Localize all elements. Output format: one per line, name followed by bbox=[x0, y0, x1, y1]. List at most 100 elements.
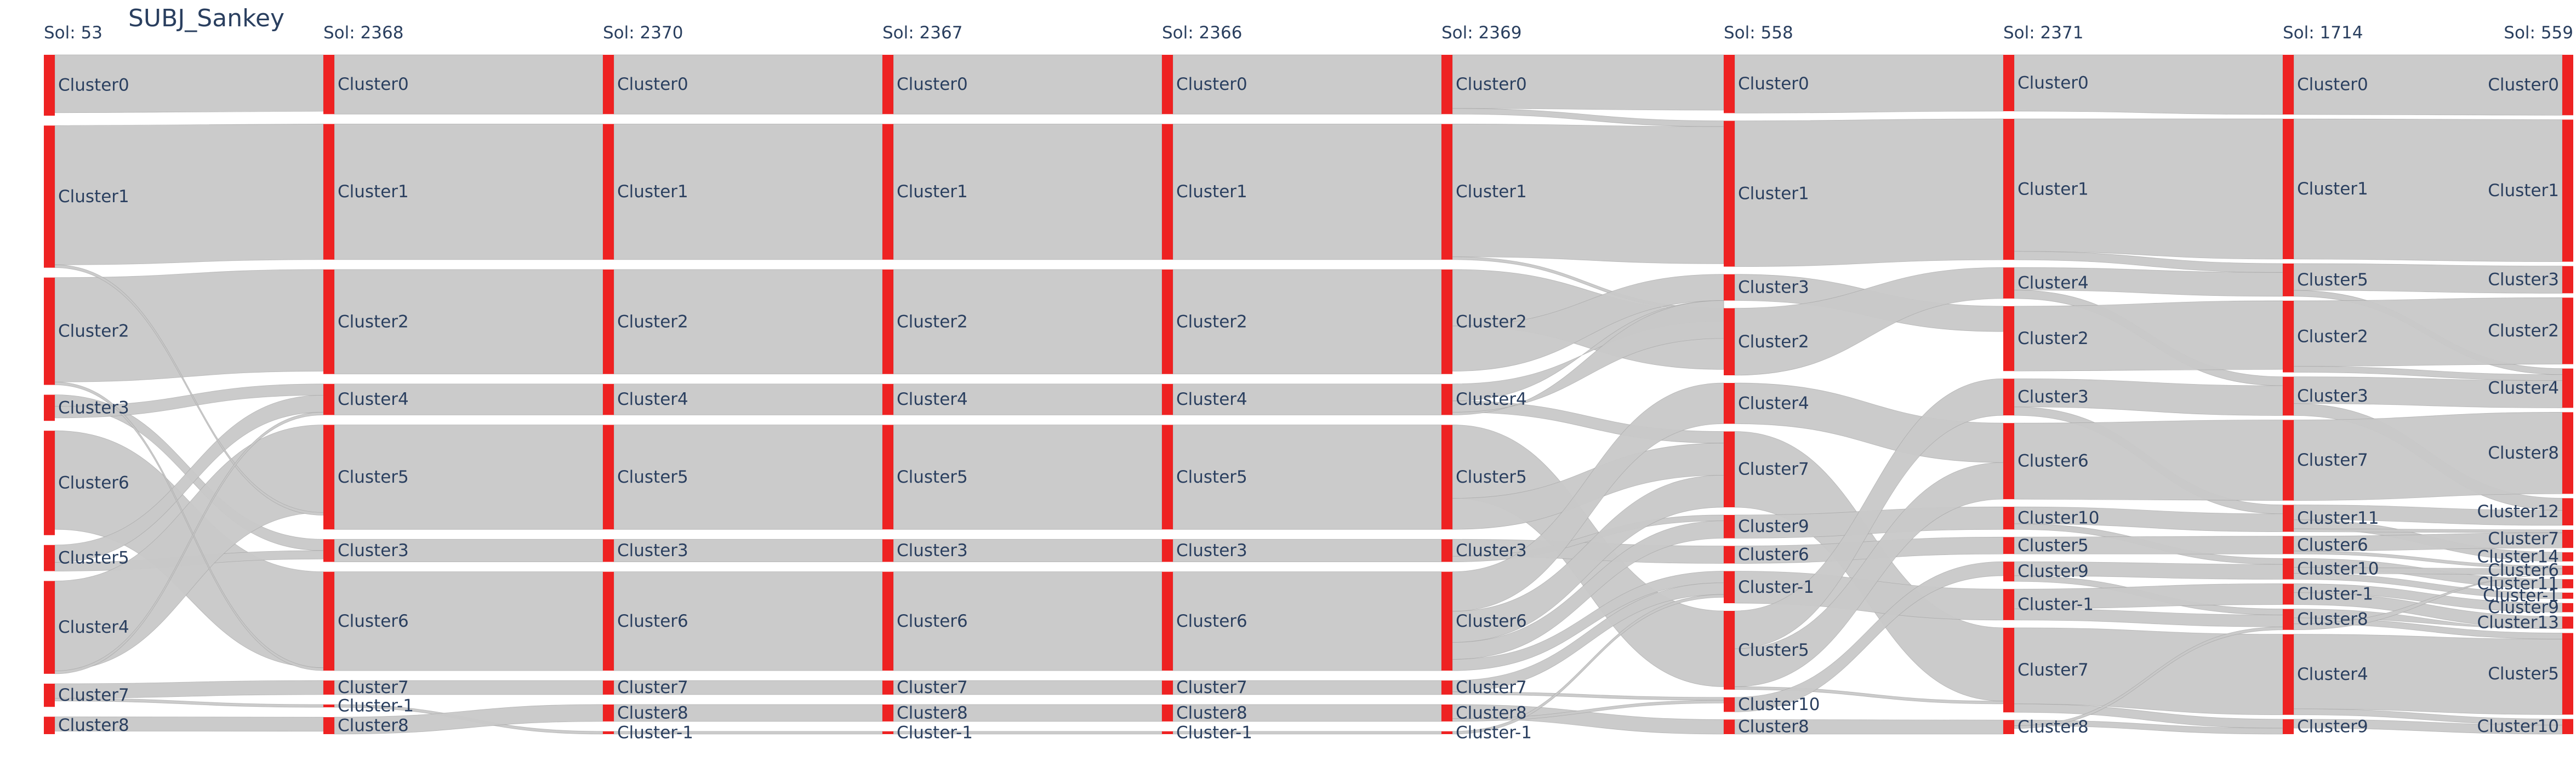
sankey-node[interactable] bbox=[2003, 379, 2014, 416]
sankey-node[interactable] bbox=[2283, 376, 2294, 416]
sankey-node[interactable] bbox=[323, 704, 334, 708]
sankey-node[interactable] bbox=[603, 731, 614, 734]
sankey-node[interactable] bbox=[44, 125, 55, 268]
sankey-node[interactable] bbox=[2562, 552, 2573, 562]
sankey-node[interactable] bbox=[1441, 704, 1452, 722]
sankey-node[interactable] bbox=[2283, 558, 2294, 580]
sankey-node[interactable] bbox=[2283, 536, 2294, 554]
sankey-node[interactable] bbox=[44, 683, 55, 707]
sankey-node[interactable] bbox=[1162, 384, 1173, 415]
sankey-node[interactable] bbox=[2562, 266, 2573, 294]
sankey-node[interactable] bbox=[1162, 680, 1173, 695]
sankey-node[interactable] bbox=[1724, 274, 1735, 301]
sankey-node[interactable] bbox=[603, 704, 614, 722]
sankey-node[interactable] bbox=[2283, 609, 2294, 630]
sankey-node[interactable] bbox=[1162, 425, 1173, 530]
sankey-node[interactable] bbox=[1724, 121, 1735, 267]
sankey-node[interactable] bbox=[882, 124, 893, 260]
sankey-node[interactable] bbox=[2283, 505, 2294, 532]
sankey-node[interactable] bbox=[44, 545, 55, 571]
sankey-node[interactable] bbox=[2283, 583, 2294, 605]
sankey-node[interactable] bbox=[1162, 571, 1173, 671]
sankey-node[interactable] bbox=[2562, 603, 2573, 613]
sankey-node[interactable] bbox=[2003, 118, 2014, 260]
sankey-node[interactable] bbox=[2283, 719, 2294, 734]
sankey-node[interactable] bbox=[1162, 124, 1173, 260]
sankey-node[interactable] bbox=[2003, 507, 2014, 530]
sankey-node[interactable] bbox=[882, 571, 893, 671]
sankey-node[interactable] bbox=[603, 571, 614, 671]
sankey-node[interactable] bbox=[603, 269, 614, 374]
sankey-node[interactable] bbox=[1441, 539, 1452, 562]
sankey-node[interactable] bbox=[2562, 579, 2573, 588]
sankey-node[interactable] bbox=[2003, 720, 2014, 734]
sankey-node[interactable] bbox=[2562, 616, 2573, 629]
sankey-node[interactable] bbox=[1724, 571, 1735, 604]
sankey-node[interactable] bbox=[44, 717, 55, 734]
sankey-node[interactable] bbox=[882, 384, 893, 415]
sankey-node[interactable] bbox=[603, 384, 614, 415]
sankey-node[interactable] bbox=[1441, 124, 1452, 260]
sankey-node[interactable] bbox=[1162, 731, 1173, 734]
sankey-node[interactable] bbox=[2283, 634, 2294, 715]
sankey-node[interactable] bbox=[2003, 589, 2014, 620]
sankey-node[interactable] bbox=[2562, 119, 2573, 262]
sankey-node[interactable] bbox=[1441, 731, 1452, 734]
sankey-node[interactable] bbox=[44, 277, 55, 385]
sankey-node[interactable] bbox=[2003, 423, 2014, 500]
sankey-node[interactable] bbox=[603, 539, 614, 562]
sankey-node[interactable] bbox=[882, 55, 893, 115]
sankey-node[interactable] bbox=[2003, 562, 2014, 582]
sankey-node[interactable] bbox=[1441, 425, 1452, 530]
sankey-node[interactable] bbox=[2283, 55, 2294, 115]
sankey-node[interactable] bbox=[1162, 539, 1173, 562]
sankey-node[interactable] bbox=[2562, 565, 2573, 575]
sankey-node[interactable] bbox=[1724, 697, 1735, 712]
sankey-node[interactable] bbox=[2283, 300, 2294, 373]
sankey-node[interactable] bbox=[2562, 498, 2573, 526]
sankey-node[interactable] bbox=[2562, 530, 2573, 548]
sankey-node[interactable] bbox=[1724, 431, 1735, 507]
sankey-node[interactable] bbox=[2283, 263, 2294, 296]
sankey-node[interactable] bbox=[1724, 383, 1735, 424]
sankey-node[interactable] bbox=[2562, 297, 2573, 364]
sankey-node[interactable] bbox=[1162, 704, 1173, 722]
sankey-node[interactable] bbox=[1441, 680, 1452, 695]
sankey-node[interactable] bbox=[2003, 306, 2014, 371]
sankey-node[interactable] bbox=[44, 55, 55, 116]
sankey-node[interactable] bbox=[2003, 267, 2014, 299]
sankey-node[interactable] bbox=[882, 425, 893, 530]
sankey-node[interactable] bbox=[2562, 55, 2573, 116]
sankey-node[interactable] bbox=[882, 731, 893, 734]
sankey-node[interactable] bbox=[2562, 592, 2573, 599]
sankey-node[interactable] bbox=[1441, 269, 1452, 374]
sankey-node[interactable] bbox=[2562, 633, 2573, 715]
sankey-node[interactable] bbox=[323, 425, 334, 530]
sankey-node[interactable] bbox=[2562, 412, 2573, 494]
sankey-node[interactable] bbox=[2003, 627, 2014, 713]
sankey-node[interactable] bbox=[323, 571, 334, 671]
sankey-node[interactable] bbox=[2562, 368, 2573, 408]
sankey-node[interactable] bbox=[44, 394, 55, 421]
sankey-node[interactable] bbox=[882, 269, 893, 374]
sankey-node[interactable] bbox=[603, 55, 614, 115]
sankey-node[interactable] bbox=[1162, 269, 1173, 374]
sankey-node[interactable] bbox=[882, 539, 893, 562]
sankey-node[interactable] bbox=[44, 431, 55, 535]
sankey-node[interactable] bbox=[1724, 55, 1735, 113]
sankey-node[interactable] bbox=[882, 704, 893, 722]
sankey-node[interactable] bbox=[1441, 384, 1452, 415]
sankey-node[interactable] bbox=[882, 680, 893, 695]
sankey-node[interactable] bbox=[1724, 546, 1735, 564]
sankey-node[interactable] bbox=[323, 55, 334, 115]
sankey-node[interactable] bbox=[1724, 719, 1735, 734]
sankey-node[interactable] bbox=[2283, 420, 2294, 501]
sankey-node[interactable] bbox=[323, 539, 334, 562]
sankey-node[interactable] bbox=[2283, 118, 2294, 259]
sankey-node[interactable] bbox=[1162, 55, 1173, 115]
sankey-node[interactable] bbox=[323, 680, 334, 695]
sankey-node[interactable] bbox=[323, 124, 334, 260]
sankey-node[interactable] bbox=[1724, 611, 1735, 690]
sankey-node[interactable] bbox=[2003, 55, 2014, 111]
sankey-node[interactable] bbox=[323, 717, 334, 734]
